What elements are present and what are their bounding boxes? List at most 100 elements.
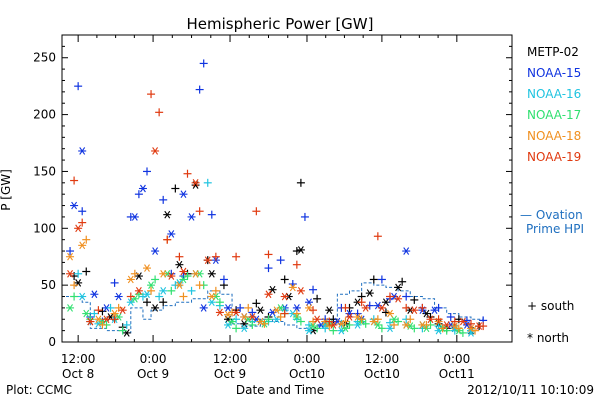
data-point-north — [305, 326, 313, 335]
data-point-north — [74, 224, 83, 233]
data-point-north — [90, 290, 99, 299]
data-point-north — [167, 230, 176, 238]
data-point-south — [82, 235, 91, 244]
data-point-north — [151, 147, 160, 155]
data-point-north — [288, 283, 297, 292]
data-point-south — [155, 108, 164, 117]
data-point-north — [134, 287, 143, 295]
data-point-south — [398, 277, 407, 286]
data-point-south — [171, 184, 180, 193]
data-point-south — [110, 278, 119, 287]
data-point-north — [426, 315, 435, 324]
data-point-north — [118, 306, 127, 314]
x-tick-label-date: Oct10 — [289, 367, 325, 381]
data-point-south — [329, 326, 338, 335]
data-point-north — [272, 306, 281, 314]
data-point-south — [98, 307, 107, 316]
data-point-south — [195, 281, 204, 290]
data-point-north — [410, 306, 419, 314]
data-point-south — [357, 298, 366, 307]
data-point-north — [151, 304, 160, 312]
data-point-north — [361, 304, 370, 312]
x-tick-label-time: 12:00 — [213, 352, 248, 366]
legend-entry-noaa-17: NOAA-17 — [527, 108, 581, 122]
data-point-north — [179, 190, 188, 199]
data-point-south — [147, 286, 156, 295]
data-point-north — [207, 292, 216, 301]
ovation-line-layer — [66, 282, 484, 334]
data-point-south — [402, 292, 411, 301]
y-tick-label: 0 — [48, 335, 56, 349]
data-point-north — [151, 247, 160, 255]
data-point-south — [187, 286, 196, 295]
data-point-south — [143, 298, 151, 307]
data-point-north — [394, 294, 403, 303]
data-point-north — [143, 264, 151, 272]
data-point-south — [264, 315, 273, 324]
data-point-south — [377, 275, 386, 284]
data-point-north — [467, 324, 475, 333]
data-point-north — [224, 304, 232, 312]
y-tick-label: 50 — [41, 278, 56, 292]
data-point-north — [159, 269, 168, 278]
x-tick-label-date: Oct 9 — [214, 367, 246, 381]
legend-entry-noaa-18: NOAA-18 — [527, 129, 581, 143]
data-point-south — [244, 303, 253, 312]
data-point-south — [386, 318, 394, 327]
data-point-north — [345, 309, 354, 318]
data-point-north — [341, 324, 350, 333]
data-point-south — [296, 317, 305, 326]
data-point-north — [369, 317, 378, 326]
data-point-south — [151, 275, 160, 284]
data-point-north — [353, 321, 362, 329]
data-point-north — [163, 210, 172, 219]
data-point-south — [175, 252, 184, 261]
data-point-north — [442, 321, 451, 329]
data-point-north — [268, 285, 277, 294]
data-point-north — [66, 304, 75, 312]
data-point-south — [369, 275, 378, 284]
data-point-south — [195, 85, 204, 94]
data-point-north — [78, 241, 87, 250]
data-point-south — [106, 303, 115, 312]
data-point-north — [373, 321, 382, 329]
data-point-north — [207, 269, 216, 278]
data-point-south — [122, 320, 131, 329]
data-point-south — [373, 232, 382, 241]
data-point-north — [430, 306, 439, 314]
plot-frame — [61, 34, 513, 343]
data-point-north — [147, 281, 156, 289]
x-tick-label-time: 0:00 — [140, 352, 167, 366]
data-point-north — [240, 324, 249, 333]
data-point-south — [236, 303, 245, 312]
y-tick-label: 150 — [33, 164, 56, 178]
data-point-south — [292, 309, 301, 318]
data-point-north — [66, 269, 75, 278]
data-point-north — [86, 317, 95, 326]
data-point-south — [70, 176, 79, 185]
data-point-north — [402, 321, 411, 329]
data-point-south — [179, 292, 188, 301]
data-point-south — [386, 292, 394, 301]
data-point-north — [325, 306, 334, 314]
data-point-north — [240, 313, 249, 321]
data-point-south — [207, 210, 216, 219]
data-point-south — [159, 195, 168, 204]
x-tick-label-time: 12:00 — [365, 352, 400, 366]
y-axis-label: P [GW] — [0, 169, 13, 211]
data-point-north — [264, 290, 273, 299]
data-point-south — [78, 207, 87, 216]
data-point-south — [74, 269, 83, 278]
data-point-south — [211, 252, 220, 261]
data-point-south — [300, 212, 309, 221]
data-point-south — [276, 256, 285, 265]
data-point-north — [94, 315, 103, 324]
data-point-north — [130, 213, 139, 221]
data-point-south — [167, 286, 176, 295]
data-point-south — [78, 218, 87, 227]
data-point-north — [224, 321, 232, 329]
data-point-north — [199, 304, 208, 312]
data-point-south — [248, 320, 257, 329]
data-point-north — [110, 309, 119, 318]
